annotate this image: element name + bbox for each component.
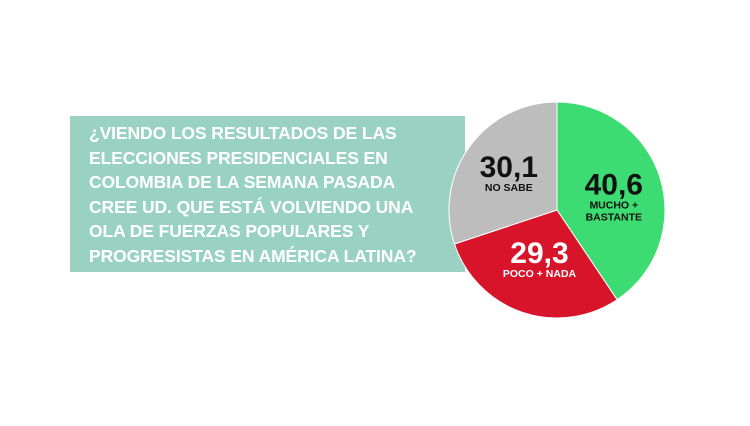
question-line: PROGRESISTAS EN AMÉRICA LATINA? — [89, 245, 417, 266]
question-line: ELECCIONES PRESIDENCIALES EN — [89, 147, 388, 168]
slice-category-label: POCO + NADA — [503, 268, 577, 280]
slice-value-label: 30,1 — [480, 151, 538, 184]
pie-slice-mucho-bastante — [556, 101, 666, 301]
question-line: ¿VIENDO LOS RESULTADOS DE LAS — [89, 123, 397, 143]
slice-category-label: NO SABE — [485, 182, 533, 194]
pie-slice-poco-nada — [453, 209, 618, 319]
slice-value-label: 40,6 — [585, 169, 643, 202]
slice-category-label: MUCHO + — [589, 200, 638, 212]
question-line: OLA DE FUERZAS POPULARES Y — [89, 221, 370, 241]
question-box — [70, 116, 465, 272]
question-text: ¿VIENDO LOS RESULTADOS DE LAS ELECCIONES… — [89, 121, 429, 268]
question-line: CREE UD. QUE ESTÁ VOLVIENDO UNA — [89, 196, 414, 217]
slice-value-label: 29,3 — [510, 237, 568, 270]
pie-slice-no-sabe — [448, 101, 558, 245]
question-line: COLOMBIA DE LA SEMANA PASADA — [89, 172, 396, 192]
slice-category-label: BASTANTE — [586, 212, 642, 224]
